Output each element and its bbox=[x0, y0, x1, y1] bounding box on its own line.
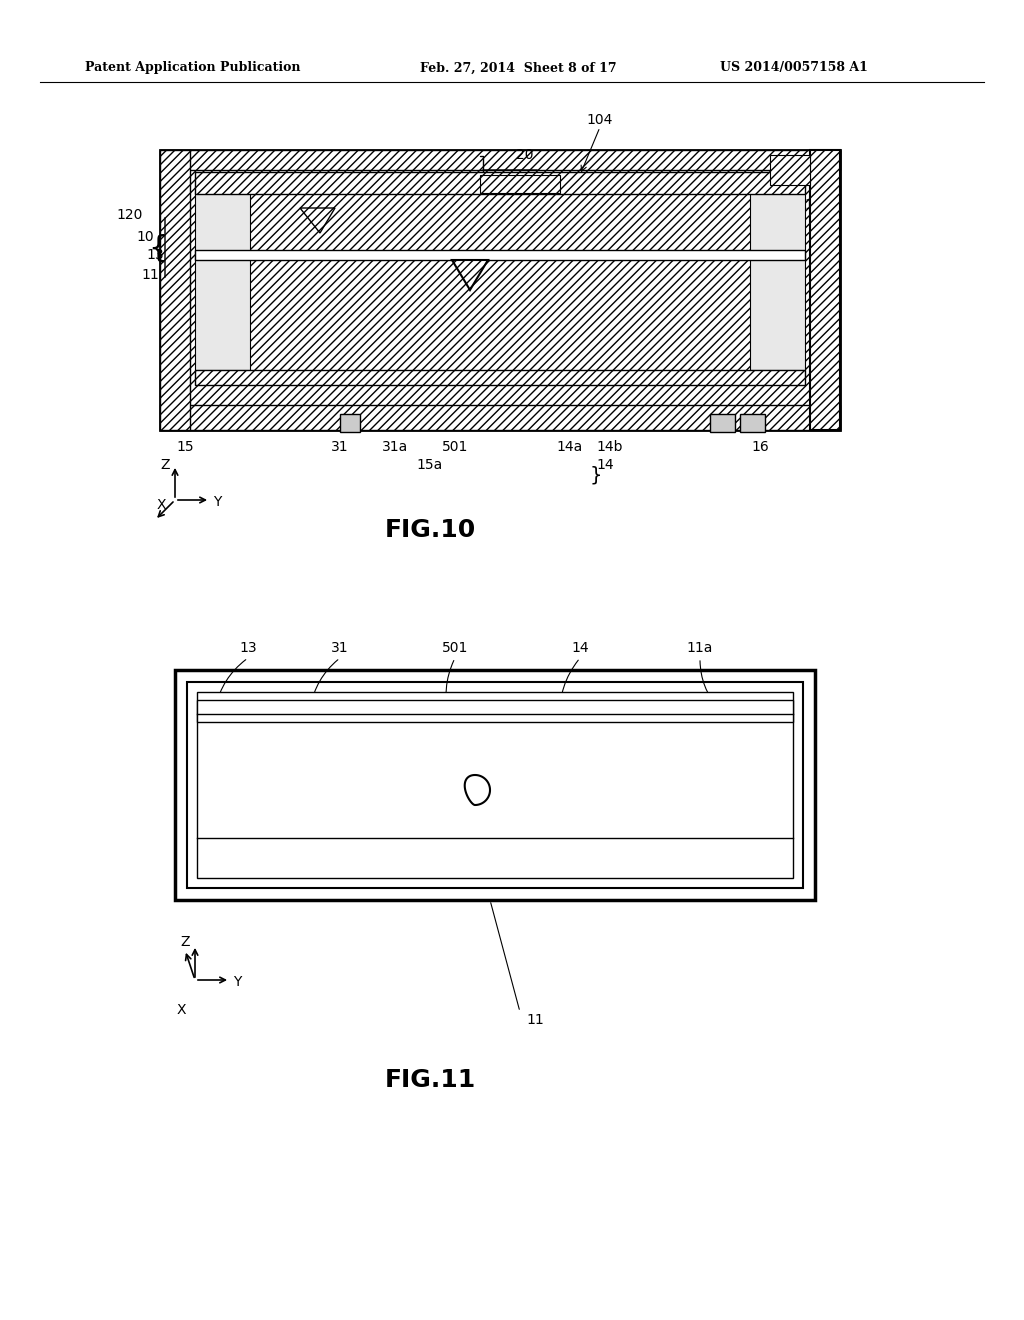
Bar bbox=[160, 150, 190, 430]
Bar bbox=[190, 170, 810, 405]
Text: 14a: 14a bbox=[557, 440, 583, 454]
Text: FIG.10: FIG.10 bbox=[384, 517, 475, 543]
Text: Patent Application Publication: Patent Application Publication bbox=[85, 62, 300, 74]
Polygon shape bbox=[465, 775, 490, 805]
Text: 12a: 12a bbox=[267, 172, 293, 185]
Bar bbox=[810, 150, 840, 430]
Text: Z: Z bbox=[160, 458, 170, 473]
Text: 31: 31 bbox=[331, 642, 349, 655]
Text: 501: 501 bbox=[441, 642, 468, 655]
Text: X: X bbox=[157, 498, 167, 512]
Text: 10: 10 bbox=[136, 230, 154, 244]
Text: 11a: 11a bbox=[797, 198, 823, 213]
Text: }: } bbox=[590, 466, 602, 484]
Polygon shape bbox=[300, 209, 335, 234]
Bar bbox=[770, 154, 810, 185]
Bar bbox=[195, 191, 250, 370]
Bar bbox=[160, 150, 840, 430]
Text: 22: 22 bbox=[476, 172, 494, 185]
Text: 13: 13 bbox=[146, 248, 164, 261]
Text: 11: 11 bbox=[141, 268, 159, 282]
Bar bbox=[810, 150, 840, 430]
Text: 11a: 11a bbox=[687, 642, 713, 655]
Text: 14: 14 bbox=[571, 642, 589, 655]
Text: 21: 21 bbox=[526, 172, 544, 185]
Text: 23: 23 bbox=[502, 172, 519, 185]
Text: 13: 13 bbox=[240, 642, 257, 655]
Bar bbox=[195, 172, 805, 194]
Text: 15: 15 bbox=[176, 440, 194, 454]
Polygon shape bbox=[452, 260, 488, 290]
Text: 11: 11 bbox=[526, 1012, 544, 1027]
Bar bbox=[480, 176, 560, 193]
Bar bbox=[175, 671, 815, 900]
Bar bbox=[187, 682, 803, 888]
Text: Z: Z bbox=[180, 935, 189, 949]
Text: X: X bbox=[177, 1003, 186, 1016]
Text: Feb. 27, 2014  Sheet 8 of 17: Feb. 27, 2014 Sheet 8 of 17 bbox=[420, 62, 616, 74]
Bar bbox=[750, 191, 805, 370]
Text: Y: Y bbox=[213, 495, 221, 510]
Bar bbox=[160, 405, 840, 430]
Bar bbox=[197, 700, 793, 722]
Text: 20: 20 bbox=[516, 148, 534, 162]
Text: US 2014/0057158 A1: US 2014/0057158 A1 bbox=[720, 62, 868, 74]
Text: 30: 30 bbox=[721, 172, 738, 185]
Text: {: { bbox=[148, 234, 167, 263]
Text: 31: 31 bbox=[331, 440, 349, 454]
Bar bbox=[740, 414, 765, 432]
Bar bbox=[197, 692, 793, 878]
Text: 14: 14 bbox=[596, 458, 613, 473]
Bar bbox=[195, 249, 805, 260]
Bar bbox=[710, 414, 735, 432]
Text: 14b: 14b bbox=[597, 440, 624, 454]
Text: 502: 502 bbox=[332, 172, 358, 185]
Text: 501: 501 bbox=[441, 440, 468, 454]
Text: Y: Y bbox=[233, 975, 242, 989]
Text: 104: 104 bbox=[587, 114, 613, 127]
Bar bbox=[340, 414, 360, 432]
Text: 120: 120 bbox=[117, 209, 143, 222]
Bar bbox=[195, 370, 805, 385]
Text: FIG.11: FIG.11 bbox=[384, 1068, 475, 1092]
Text: 15a: 15a bbox=[417, 458, 443, 473]
Text: 16: 16 bbox=[752, 440, 769, 454]
Bar bbox=[160, 150, 840, 170]
Text: 31a: 31a bbox=[382, 440, 409, 454]
